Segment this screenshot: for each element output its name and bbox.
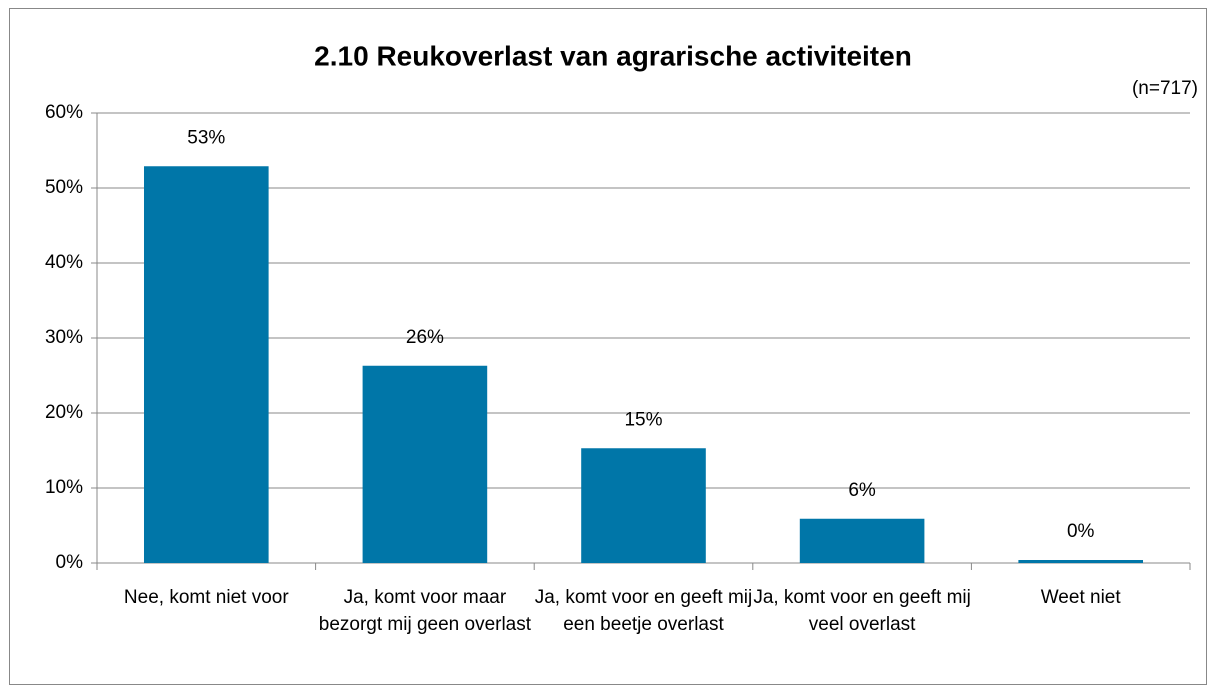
bar [581, 448, 706, 563]
data-label: 15% [624, 409, 662, 430]
y-tick-label: 40% [45, 252, 83, 273]
data-label: 0% [1067, 521, 1095, 542]
x-tick-label: Ja, komt voor en geeft mij een beetje ov… [534, 587, 753, 635]
y-tick-label: 50% [45, 177, 83, 198]
y-tick-label: 10% [45, 477, 83, 498]
chart-border [9, 8, 1207, 685]
data-label: 26% [406, 327, 444, 348]
bar [799, 518, 925, 563]
chart-title: 2.10 Reukoverlast van agrarische activit… [314, 40, 912, 71]
y-tick-label: 20% [45, 402, 83, 423]
annotation: (n=717) [1132, 78, 1198, 99]
bar [143, 166, 269, 563]
y-tick-label: 0% [56, 552, 84, 573]
data-label: 6% [848, 480, 876, 501]
y-tick-label: 30% [45, 327, 83, 348]
x-tick-label: Ja, komt voor en geeft mij veel overlast [753, 587, 971, 635]
bar [1018, 560, 1144, 563]
bar [362, 365, 488, 563]
x-tick-label: Ja, komt voor maar bezorgt mij geen over… [318, 587, 532, 635]
x-tick-label: Nee, komt niet voor [123, 587, 289, 608]
y-tick-label: 60% [45, 102, 83, 123]
data-label: 53% [187, 127, 225, 148]
x-tick-label: Weet niet [1040, 587, 1121, 608]
